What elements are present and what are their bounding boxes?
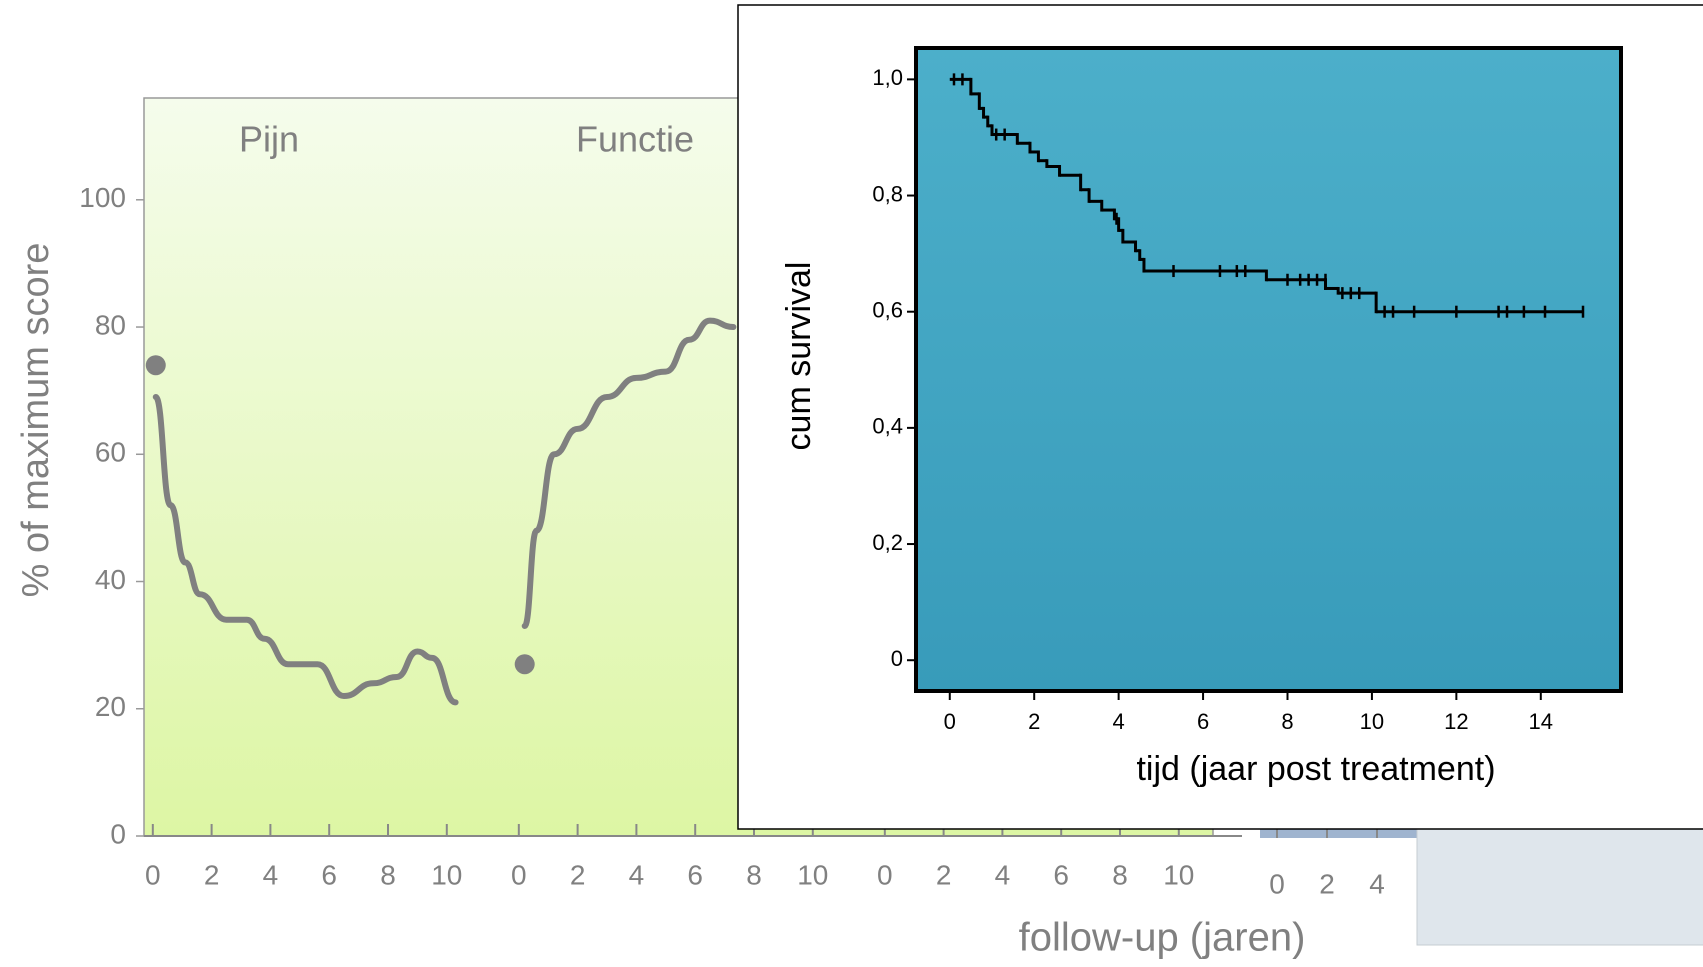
x-tick-label: 14 [1529,709,1553,734]
x-tick-label: 12 [1444,709,1468,734]
x-axis-label: tijd (jaar post treatment) [1136,750,1495,788]
x-tick-label: 6 [1197,709,1209,734]
y-tick-label: 80 [95,309,126,340]
photo [1416,824,1703,946]
panel-strip [1260,829,1417,838]
x-tick-label: 0 [145,859,161,890]
y-tick-label: 0,8 [872,181,903,206]
y-tick-label: 0 [110,818,126,849]
baseline-dot [145,355,166,376]
x-tick-label: 8 [746,859,762,890]
plot-area [914,46,1623,693]
survival-chart: cum survival tijd (jaar post treatment) … [737,4,1703,830]
x-tick-label: 6 [1053,859,1069,890]
y-tick-label: 100 [79,182,126,213]
x-tick-label: 8 [1281,709,1293,734]
x-tick-label: 0 [1269,868,1285,899]
x-tick-label: 0 [877,859,893,890]
x-tick-label: 6 [687,859,703,890]
x-tick-label: 0 [944,709,956,734]
x-tick-label: 10 [431,859,462,890]
y-tick-label: 0,4 [872,414,903,439]
y-tick-label: 0,6 [872,298,903,323]
y-tick-label: 40 [95,564,126,595]
x-tick-label: 4 [1369,868,1385,899]
y-tick-label: 20 [95,691,126,722]
x-tick-label: 0 [511,859,527,890]
y-tick-label: 60 [95,437,126,468]
x-tick-label: 8 [380,859,396,890]
x-tick-label: 2 [1028,709,1040,734]
line [521,317,737,630]
x-tick-label: 2 [570,859,586,890]
panel-title: Functie [576,119,694,160]
x-tick-label: 10 [797,859,828,890]
x-tick-label: 4 [995,859,1011,890]
x-tick-label: 8 [1112,859,1128,890]
y-tick-label: 0,2 [872,530,903,555]
x-tick-label: 4 [263,859,279,890]
x-tick-label: 10 [1163,859,1194,890]
panel-title: Pijn [239,119,299,160]
y-axis-label: % of maximum score [15,243,57,598]
x-tick-label: 10 [1360,709,1384,734]
x-tick-label: 4 [1113,709,1125,734]
y-tick-label: 0 [891,646,903,671]
x-tick-label: 4 [629,859,645,890]
y-axis-label: cum survival [780,262,818,451]
baseline-dot [514,654,535,675]
x-tick-label: 2 [936,859,952,890]
x-axis-label: follow-up (jaren) [1019,916,1306,960]
x-tick-label: 6 [321,859,337,890]
x-tick-label: 2 [1319,868,1335,899]
x-tick-label: 2 [204,859,220,890]
y-tick-label: 1,0 [872,65,903,90]
line [152,394,459,706]
